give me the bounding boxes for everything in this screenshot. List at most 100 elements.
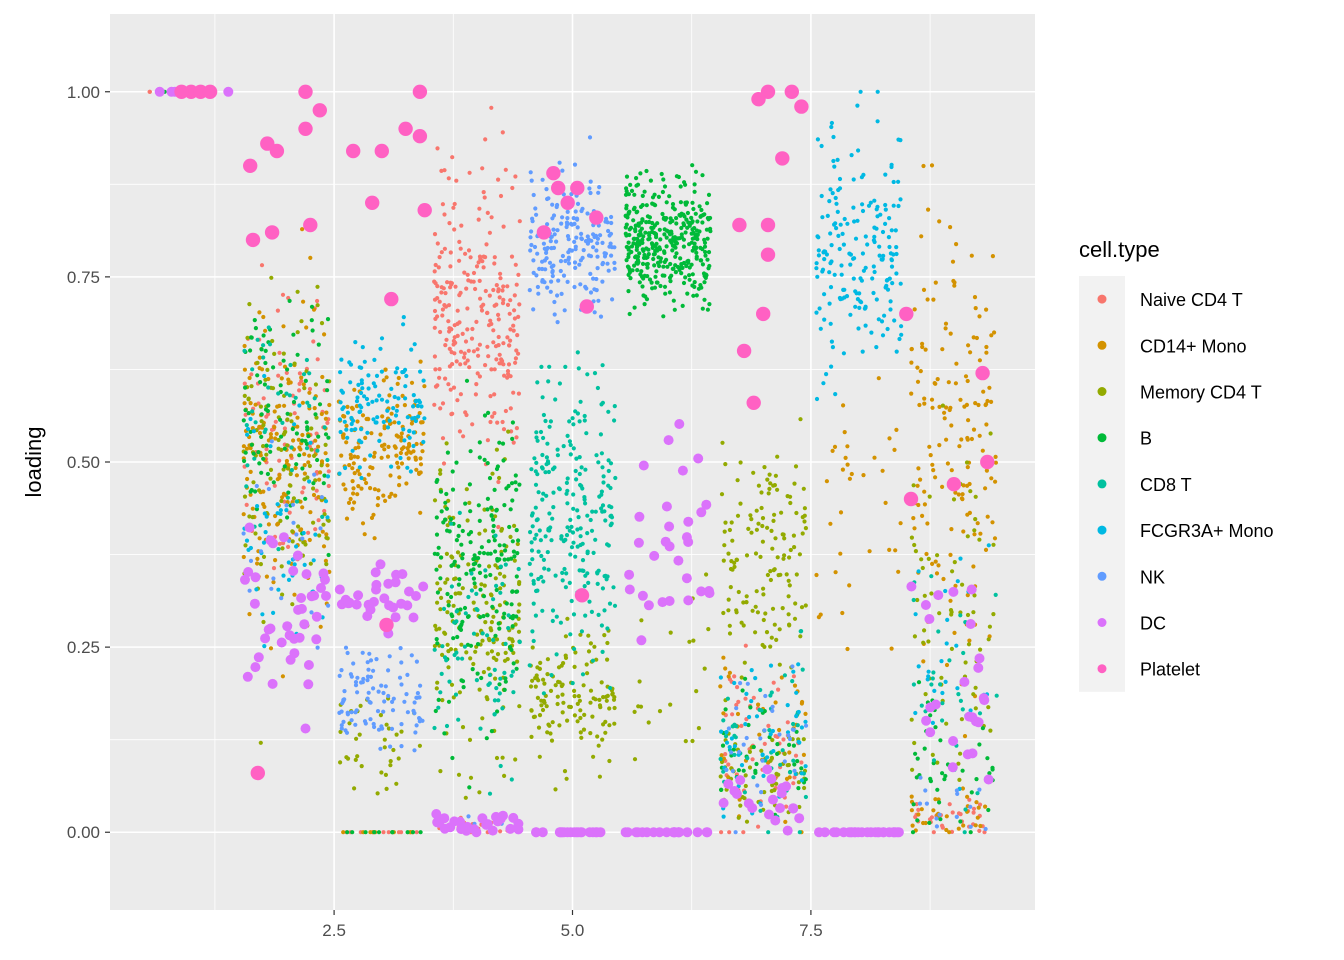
data-point — [395, 381, 400, 386]
data-point — [654, 235, 659, 240]
data-point — [309, 447, 314, 452]
data-point — [683, 595, 694, 606]
data-point — [575, 701, 580, 707]
data-point — [787, 775, 792, 780]
data-point — [645, 255, 650, 260]
data-point — [762, 790, 767, 795]
data-point — [541, 557, 547, 563]
data-point — [264, 225, 280, 240]
data-point — [576, 827, 587, 838]
data-point — [394, 408, 399, 413]
data-point — [830, 345, 836, 350]
data-point — [468, 656, 473, 661]
data-point — [372, 357, 377, 362]
data-point — [514, 574, 519, 579]
data-point — [766, 491, 771, 496]
data-point — [738, 803, 743, 808]
data-point — [956, 492, 961, 497]
data-point — [248, 416, 253, 422]
data-point — [302, 477, 307, 482]
data-point — [922, 628, 927, 633]
data-point — [495, 420, 500, 425]
data-point — [278, 383, 283, 388]
data-point — [762, 764, 773, 775]
data-point — [894, 349, 899, 354]
data-point — [386, 693, 391, 699]
data-point — [313, 527, 318, 532]
data-point — [683, 275, 688, 280]
data-point — [705, 236, 710, 241]
data-point — [922, 401, 927, 406]
data-point — [381, 419, 386, 425]
data-point — [971, 692, 976, 697]
data-point — [449, 281, 454, 286]
data-point — [627, 232, 632, 238]
data-point — [760, 217, 776, 233]
data-point — [727, 830, 732, 835]
data-point — [242, 343, 247, 349]
data-point — [967, 510, 973, 515]
data-point — [277, 473, 282, 478]
data-point — [971, 335, 976, 340]
data-point — [517, 482, 522, 487]
data-point — [366, 386, 371, 391]
data-point — [488, 394, 493, 399]
data-point — [418, 830, 423, 835]
data-point — [909, 360, 914, 365]
data-point — [773, 700, 778, 705]
data-point — [510, 669, 516, 674]
data-point — [488, 318, 493, 323]
data-point — [943, 321, 949, 326]
data-point — [513, 360, 518, 365]
data-point — [631, 236, 636, 241]
data-point — [828, 187, 833, 192]
data-point — [474, 264, 480, 269]
data-point — [654, 269, 659, 274]
data-point — [345, 650, 350, 656]
data-point — [674, 216, 679, 221]
data-point — [352, 786, 357, 791]
data-point — [510, 436, 515, 441]
data-point — [613, 475, 618, 481]
data-point — [770, 708, 775, 714]
data-point — [592, 371, 598, 376]
data-point — [570, 180, 585, 196]
data-point — [965, 465, 970, 470]
data-point — [517, 639, 522, 645]
data-point — [311, 481, 316, 486]
data-point — [937, 800, 942, 805]
data-point — [345, 410, 350, 415]
data-point — [265, 367, 270, 372]
data-point — [473, 649, 478, 654]
data-point — [437, 375, 442, 380]
data-point — [350, 479, 355, 484]
data-point — [799, 771, 804, 776]
data-point — [498, 829, 503, 834]
data-point — [557, 680, 562, 685]
data-point — [387, 494, 392, 499]
data-point — [287, 393, 292, 398]
data-point — [398, 455, 403, 461]
data-point — [918, 775, 923, 780]
data-point — [974, 800, 979, 805]
data-point — [563, 585, 569, 590]
data-point — [269, 439, 274, 444]
data-point — [540, 452, 545, 458]
data-point — [893, 548, 898, 553]
data-points — [147, 84, 999, 838]
data-point — [396, 420, 401, 425]
data-point — [578, 708, 583, 713]
data-point — [432, 725, 437, 731]
data-point — [865, 242, 870, 247]
data-point — [468, 775, 474, 780]
data-point — [636, 635, 647, 646]
data-point — [673, 254, 678, 259]
data-point — [285, 500, 290, 505]
data-point — [942, 410, 947, 415]
data-point — [531, 638, 536, 644]
data-point — [568, 442, 573, 448]
data-point — [485, 496, 490, 501]
data-point — [475, 642, 481, 647]
data-point — [376, 689, 381, 694]
data-point — [549, 673, 554, 678]
